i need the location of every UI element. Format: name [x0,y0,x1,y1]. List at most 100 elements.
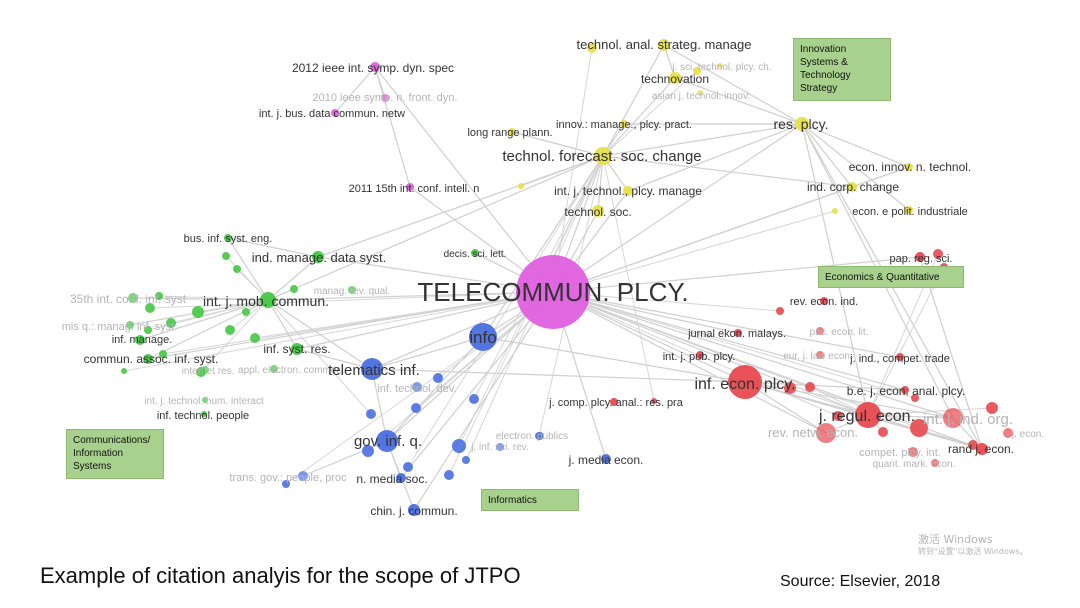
journal-node-busdata [331,109,339,117]
cluster-label-line: Technology [800,70,851,81]
journal-node-unlabeled [651,398,657,404]
journal-label-eurlaw: eur. j. law econ. [783,351,852,362]
journal-node-unlabeled [587,43,597,53]
journal-node-eurlaw [816,351,824,359]
journal-node-unlabeled [250,333,260,343]
journal-node-infsystres [291,343,303,355]
journal-label-ijtechplcy: int. j. technol., plcy. manage [554,184,702,198]
journal-node-unlabeled [155,292,163,300]
citation-edge [371,368,388,442]
journal-label-papreg: pap. reg. sci. [890,253,953,265]
journal-label-busdata: int. j. bus. data commun. netw [259,108,405,120]
journal-label-indcorp: ind. corp. change [807,180,899,194]
citation-edge [482,336,746,383]
journal-label-misq: mis q.: manag. inf. syst [62,321,174,333]
citation-edge [851,166,910,188]
journal-node-technolsoc [592,205,604,217]
citation-edge [374,66,554,293]
journal-label-revnetw: rev. netw. econ. [768,425,858,440]
journal-node-decis [471,249,479,257]
journal-node-unlabeled [290,285,298,293]
journal-node-technovation [669,72,681,84]
citation-edge [302,440,388,477]
citation-edge [552,291,827,434]
citation-edge [552,123,803,293]
citation-edge [801,123,853,188]
journal-node-unlabeled [233,265,241,273]
journal-node-papreg [915,252,925,262]
journal-node-inftechdev [412,382,422,392]
citation-edge [374,66,386,99]
citation-edge [552,291,901,358]
journal-label-jmediaecon: j. media econ. [568,453,644,467]
journal-node-innovmanage [620,120,628,128]
journal-label-inftechdev: inf. technol. dev. [377,383,456,395]
slide-caption: Example of citation analyis for the scop… [40,563,521,588]
journal-node-revecon [820,297,828,305]
journal-node-unlabeled [986,402,998,414]
journal-label-hum: electron. publics [496,431,568,442]
journal-label-indcompet: j. ind., compet. trade [849,353,950,365]
journal-node-unlabeled [933,249,943,259]
citation-edge [267,155,604,301]
journal-label-ieee2012: 2012 ieee int. symp. dyn. spec [292,61,454,75]
journal-label-communassoc: commun. assoc. inf. syst. [84,352,219,366]
journal-node-infecon [728,365,762,399]
journal-label-paecon: pac. econ. lit. [810,327,869,338]
journal-label-randj: rand j. econ. [948,442,1014,456]
journal-label-mobcommun: int. j. mob. commun. [203,293,329,309]
journal-node-telematics [361,358,383,380]
journal-label-newmedia: n. media soc. [356,472,427,486]
journal-label-competplcy: compet. plcy. int. [859,447,941,459]
citation-edge [229,299,269,331]
journal-node-communassoc [143,354,153,364]
journal-node-unlabeled [366,409,376,419]
journal-node-conf35 [128,293,138,303]
journal-node-jmediaecon [601,454,611,464]
journal-node-telecommun [516,255,590,329]
journal-node-pubplcy [696,351,704,359]
citation-edge [371,336,484,370]
journal-label-decis: decis. sci. lett. [444,249,507,260]
journal-node-govinf [376,430,398,452]
network-nodes [121,39,1013,516]
cluster-label-line: Innovation [800,44,847,55]
windows-watermark-subtitle: 转到"设置"以激活 Windows。 [918,547,1028,556]
journal-node-applecommerce [270,365,278,373]
citation-edge [602,70,698,157]
journal-label-internetres: internet res. [182,366,235,377]
journal-node-unlabeled [518,183,524,189]
journal-label-humint: int. j. technol. hum. interact [144,396,264,407]
journal-label-manageq: manag. rev. qual. [314,286,391,297]
journal-node-ijtechplcy [623,186,633,196]
citation-edge [744,381,954,419]
journal-node-inforesrev [496,443,504,451]
journal-label-info: info [469,328,496,347]
citation-edge [744,381,906,391]
journal-node-unlabeled [805,382,815,392]
journal-node-econadd [1003,428,1013,438]
citation-edge [386,336,484,442]
journal-node-conf2011 [406,183,414,191]
citation-edge [552,291,781,312]
journal-node-jregul [855,402,881,428]
journal-node-unlabeled [282,480,290,488]
citation-edge [267,256,319,301]
journal-node-unlabeled [411,403,421,413]
citation-edge [552,291,954,419]
citation-edge [663,44,803,125]
journal-label-transgov: trans. gov.: people, proc [229,472,347,484]
citation-edge [511,131,604,157]
journal-node-unlabeled [776,307,784,315]
journal-node-econinnov [905,163,913,171]
journal-node-info [469,323,497,351]
journal-label-indmanage: ind. manage. data syst. [252,250,386,265]
journal-node-inftechpeople [201,411,207,417]
journal-label-applecommerce: appl. electron. commer. [238,365,342,376]
citation-edge [149,291,554,309]
citation-edge [552,291,906,391]
journal-node-randj [976,443,988,455]
citation-edge [296,348,373,370]
cluster-label-line: Systems & [800,57,848,68]
journal-node-humint [202,397,208,403]
